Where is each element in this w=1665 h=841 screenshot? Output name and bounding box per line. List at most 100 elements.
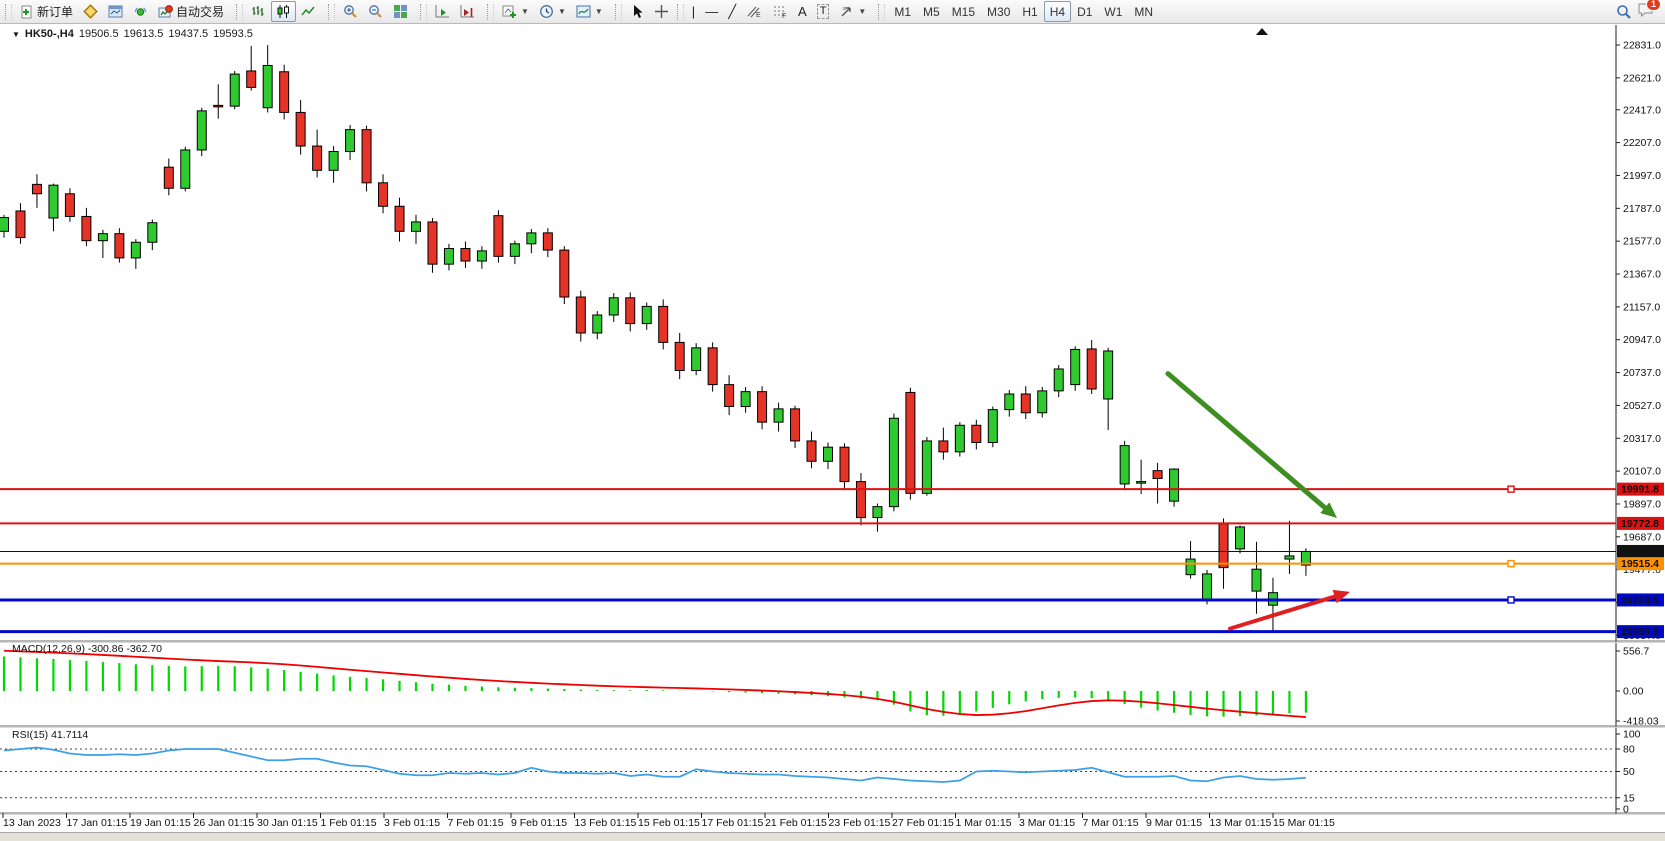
tile-windows-icon <box>394 5 408 18</box>
chart-shift-button[interactable] <box>455 1 480 22</box>
bull-candle <box>1103 350 1114 400</box>
bull-candle <box>130 241 141 259</box>
timeframe-button-M5[interactable]: M5 <box>923 4 940 19</box>
time-axis-label: 15 Feb 01:15 <box>638 817 700 829</box>
text-label-icon: T <box>816 4 830 19</box>
timeframe-button-M1[interactable]: M1 <box>894 4 912 19</box>
bear-candle <box>658 305 669 343</box>
objects-group: ▼ ▼ ▼ <box>482 0 610 23</box>
timeframe-button-W1[interactable]: W1 <box>1104 4 1123 19</box>
bear-candle <box>542 232 553 251</box>
shapes-button[interactable]: ▼ <box>834 1 871 22</box>
crosshair-button[interactable] <box>649 1 674 22</box>
ohlc-high: 19613.5 <box>123 28 164 40</box>
price-tag-label: 19283.5 <box>1621 594 1659 606</box>
fibonacci-button[interactable]: F <box>767 1 793 22</box>
trendline-button[interactable]: ╱ <box>723 1 741 22</box>
bar-chart-button[interactable] <box>246 1 271 22</box>
chat-button[interactable]: 1 <box>1637 0 1661 21</box>
market-watch-button[interactable] <box>78 1 103 22</box>
auto-scroll-button[interactable] <box>430 1 455 22</box>
bear-candle <box>378 182 389 207</box>
price-tick-label: 22207.0 <box>1623 137 1661 149</box>
toolbar-grip[interactable] <box>328 3 336 20</box>
auto-trading-button[interactable]: 自动交易 <box>153 1 229 22</box>
bull-candle <box>509 243 520 257</box>
text-label-button[interactable]: T <box>812 1 835 22</box>
zoom-out-button[interactable] <box>363 1 388 22</box>
price-tick-label: 20527.0 <box>1623 400 1661 412</box>
periods-clock-button[interactable]: ▼ <box>534 1 571 22</box>
toolbar-grip[interactable] <box>236 3 244 20</box>
toolbar-grip[interactable] <box>420 3 428 20</box>
toolbar-grip[interactable] <box>878 3 886 20</box>
data-window-button[interactable] <box>103 1 128 22</box>
timeframe-button-M30[interactable]: M30 <box>987 4 1011 19</box>
vertical-line-button[interactable]: | <box>687 1 700 22</box>
price-tick-label: 21787.0 <box>1623 203 1661 215</box>
bull-candle <box>1037 390 1048 414</box>
bear-candle <box>81 215 92 242</box>
search-button[interactable] <box>1611 1 1637 22</box>
cursor-button[interactable] <box>625 1 649 22</box>
scroll-group <box>415 0 482 23</box>
time-axis-label: 13 Jan 2023 <box>3 817 61 829</box>
bull-candle <box>823 446 833 462</box>
dropdown-caret-icon: ▼ <box>594 7 603 16</box>
horizontal-line-button[interactable]: — <box>700 1 723 22</box>
price-tick-label: 22621.0 <box>1623 72 1661 84</box>
chart-shift-icon <box>460 5 475 18</box>
chart-symbol: HK50-,H4 <box>24 28 74 40</box>
chart-window[interactable]: ▼ HK50-,H4 19506.5 19613.5 19437.5 19593… <box>0 23 1665 841</box>
downtrend-arrow <box>1165 371 1328 511</box>
macd-axis-label: 556.7 <box>1623 646 1649 658</box>
bull-candle <box>1251 568 1262 592</box>
bear-candle <box>394 205 405 232</box>
toolbar-grip[interactable] <box>487 3 495 20</box>
timeframe-button-H1[interactable]: H1 <box>1022 4 1038 19</box>
bear-candle <box>757 391 768 423</box>
ohlc-close: 19593.5 <box>213 28 253 40</box>
add-indicator-button[interactable]: ▼ <box>497 1 534 22</box>
price-tick-label: 19687.0 <box>1623 531 1661 543</box>
tile-windows-button[interactable] <box>388 1 413 22</box>
navigator-button[interactable] <box>128 1 153 22</box>
bull-candle <box>262 64 273 109</box>
timeframe-button-D1[interactable]: D1 <box>1077 4 1093 19</box>
timeframe-button-M15[interactable]: M15 <box>951 4 976 19</box>
candlestick-chart-icon <box>277 5 290 18</box>
toolbar-grip[interactable] <box>614 3 622 20</box>
line-chart-button[interactable] <box>296 1 321 22</box>
shapes-icon <box>841 6 852 17</box>
line-drag-handle <box>1507 485 1515 493</box>
time-axis-label: 1 Feb 01:15 <box>321 817 377 829</box>
bull-candle <box>1185 558 1196 576</box>
templates-button[interactable]: ▼ <box>571 1 608 22</box>
bull-candle <box>641 305 652 325</box>
toolbar-grip[interactable] <box>676 3 684 20</box>
bull-candle <box>229 73 240 107</box>
bull-candle <box>147 222 158 243</box>
cursor-icon <box>633 5 643 18</box>
chart-symbol-line: ▼ HK50-,H4 19506.5 19613.5 19437.5 19593… <box>12 28 253 40</box>
text-button[interactable]: A <box>793 1 812 22</box>
new-order-button[interactable]: 新订单 <box>15 1 78 22</box>
price-tag <box>1617 482 1664 496</box>
zoom-in-button[interactable] <box>338 1 363 22</box>
bear-candle <box>163 166 174 189</box>
timeframe-button-H4[interactable]: H4 <box>1043 1 1072 22</box>
macd-pane-label: MACD(12,26,9) -300.86 -362.70 <box>12 643 162 655</box>
equidistant-channel-button[interactable]: E <box>741 1 767 22</box>
bull-candle <box>872 506 883 519</box>
toolbar-grip[interactable] <box>5 3 12 20</box>
time-axis-label: 19 Jan 01:15 <box>130 817 191 829</box>
price-tick-label: 20737.0 <box>1623 367 1661 379</box>
timeframe-button-MN[interactable]: MN <box>1134 4 1154 19</box>
time-axis-label: 9 Mar 01:15 <box>1146 817 1202 829</box>
templates-icon <box>576 5 591 18</box>
chart-menu-icon[interactable]: ▼ <box>12 29 20 39</box>
bull-candle <box>345 129 356 153</box>
candlestick-chart-button[interactable] <box>271 1 297 22</box>
bear-candle <box>1086 348 1097 390</box>
